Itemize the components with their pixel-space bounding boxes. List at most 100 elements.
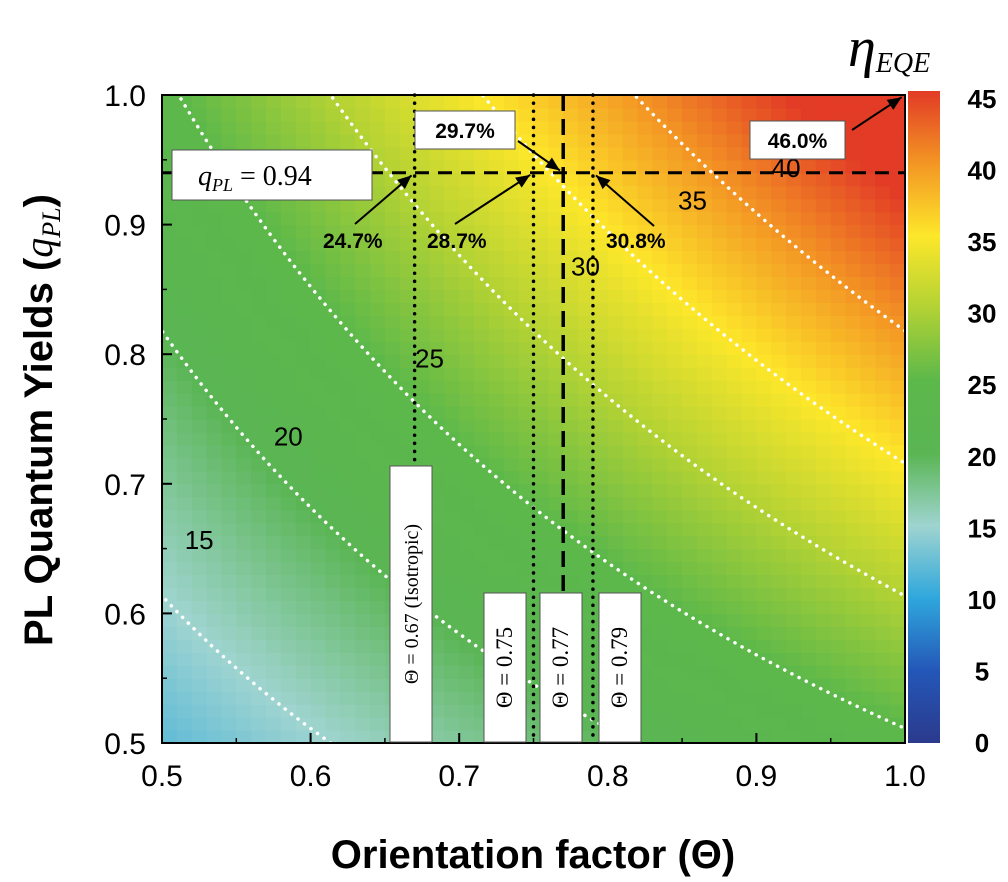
heatmap-cell xyxy=(696,535,713,550)
heatmap-cell xyxy=(890,185,905,200)
heatmap-cell xyxy=(637,263,653,278)
heatmap-cell xyxy=(711,522,728,537)
heatmap-cell xyxy=(682,133,698,148)
heatmap-cell xyxy=(191,457,208,472)
heatmap-cell xyxy=(251,691,267,705)
heatmap-cell xyxy=(800,613,817,627)
heatmap-cell xyxy=(682,587,698,602)
heatmap-cell xyxy=(355,367,371,381)
heatmap-cell xyxy=(518,548,535,563)
heatmap-cell xyxy=(696,198,713,213)
heatmap-cell xyxy=(280,250,297,265)
contour-line-25 xyxy=(176,95,905,731)
heatmap-cell xyxy=(474,224,490,239)
heatmap-cell xyxy=(771,561,787,576)
heatmap-cell xyxy=(206,470,223,485)
heatmap-cell xyxy=(771,574,787,589)
heatmap-cell xyxy=(355,444,371,459)
y-tick-label: 0.5 xyxy=(104,728,146,761)
heatmap-cell xyxy=(637,483,653,498)
heatmap-cell xyxy=(384,237,401,252)
heatmap-cell xyxy=(860,691,876,705)
heatmap-cell xyxy=(474,406,490,420)
heatmap-cell xyxy=(370,302,386,316)
heatmap-cell xyxy=(637,393,653,407)
heatmap-cell xyxy=(355,678,371,692)
heatmap-cell xyxy=(563,483,579,498)
heatmap-cell xyxy=(622,276,639,290)
heatmap-cell xyxy=(533,328,549,342)
heatmap-cell xyxy=(325,444,341,459)
heatmap-cell xyxy=(444,574,460,589)
annotation-box xyxy=(749,120,846,160)
heatmap-cell xyxy=(696,704,713,718)
heatmap-cell xyxy=(786,613,802,627)
heatmap-cell xyxy=(280,419,297,433)
heatmap-cell xyxy=(548,146,564,161)
heatmap-cell xyxy=(444,548,460,563)
heatmap-cell xyxy=(786,367,802,381)
heatmap-cell xyxy=(800,95,817,109)
heatmap-cell xyxy=(726,626,743,640)
heatmap-cell xyxy=(682,107,698,122)
heatmap-cell xyxy=(310,224,327,239)
contour-line-35 xyxy=(480,95,905,466)
heatmap-cell xyxy=(310,95,327,109)
heatmap-cell xyxy=(563,237,579,252)
heatmap-cell xyxy=(726,509,743,524)
heatmap-cell xyxy=(652,107,668,122)
heatmap-cell xyxy=(652,263,668,278)
heatmap-cell xyxy=(310,639,327,653)
heatmap-cell xyxy=(622,535,639,550)
heatmap-cell xyxy=(488,341,505,355)
heatmap-cell xyxy=(786,354,802,368)
heatmap-cell xyxy=(162,730,178,743)
heatmap-cell xyxy=(771,652,787,666)
heatmap-cell xyxy=(845,250,862,265)
heatmap-cell xyxy=(830,393,847,407)
heatmap-cell xyxy=(206,302,223,316)
heatmap-cell xyxy=(786,315,802,329)
heatmap-cell xyxy=(206,393,223,407)
heatmap-cell xyxy=(340,341,356,355)
heatmap-cell xyxy=(845,315,862,329)
heatmap-cell xyxy=(444,639,460,653)
heatmap-cell xyxy=(682,354,698,368)
heatmap-cell xyxy=(488,406,505,420)
heatmap-cell xyxy=(162,561,178,576)
heatmap-cell xyxy=(280,704,297,718)
heatmap-cell xyxy=(756,237,772,252)
heatmap-cell xyxy=(191,522,208,537)
heatmap-cell xyxy=(280,496,297,511)
heatmap-cell xyxy=(652,509,668,524)
heatmap-cell xyxy=(830,211,847,226)
heatmap-cell xyxy=(221,419,237,433)
heatmap-cell xyxy=(325,289,341,303)
heatmap-cell xyxy=(459,574,475,589)
heatmap-cell xyxy=(206,444,223,459)
heatmap-cell xyxy=(370,600,386,614)
heatmap-cell xyxy=(830,574,847,589)
heatmap-cell xyxy=(726,354,743,368)
heatmap-cell xyxy=(890,522,905,537)
heatmap-cell xyxy=(771,95,787,109)
heatmap-cell xyxy=(726,665,743,679)
heatmap-cell xyxy=(414,289,431,303)
heatmap-cell xyxy=(563,574,579,589)
heatmap-cell xyxy=(771,548,787,563)
heatmap-cell xyxy=(830,600,847,614)
heatmap-cell xyxy=(711,613,728,627)
heatmap-cell xyxy=(384,406,401,420)
heatmap-cell xyxy=(756,587,772,602)
colorbar-tick-label: 10 xyxy=(968,585,997,615)
heatmap-cell xyxy=(726,367,743,381)
heatmap-cell xyxy=(592,198,609,213)
heatmap-cell xyxy=(711,483,728,498)
heatmap-cell xyxy=(756,665,772,679)
heatmap-cell xyxy=(191,587,208,602)
heatmap-cell xyxy=(800,341,817,355)
heatmap-cell xyxy=(503,198,520,213)
heatmap-cell xyxy=(533,250,549,265)
heatmap-cell xyxy=(399,431,416,446)
heatmap-cell xyxy=(667,289,683,303)
